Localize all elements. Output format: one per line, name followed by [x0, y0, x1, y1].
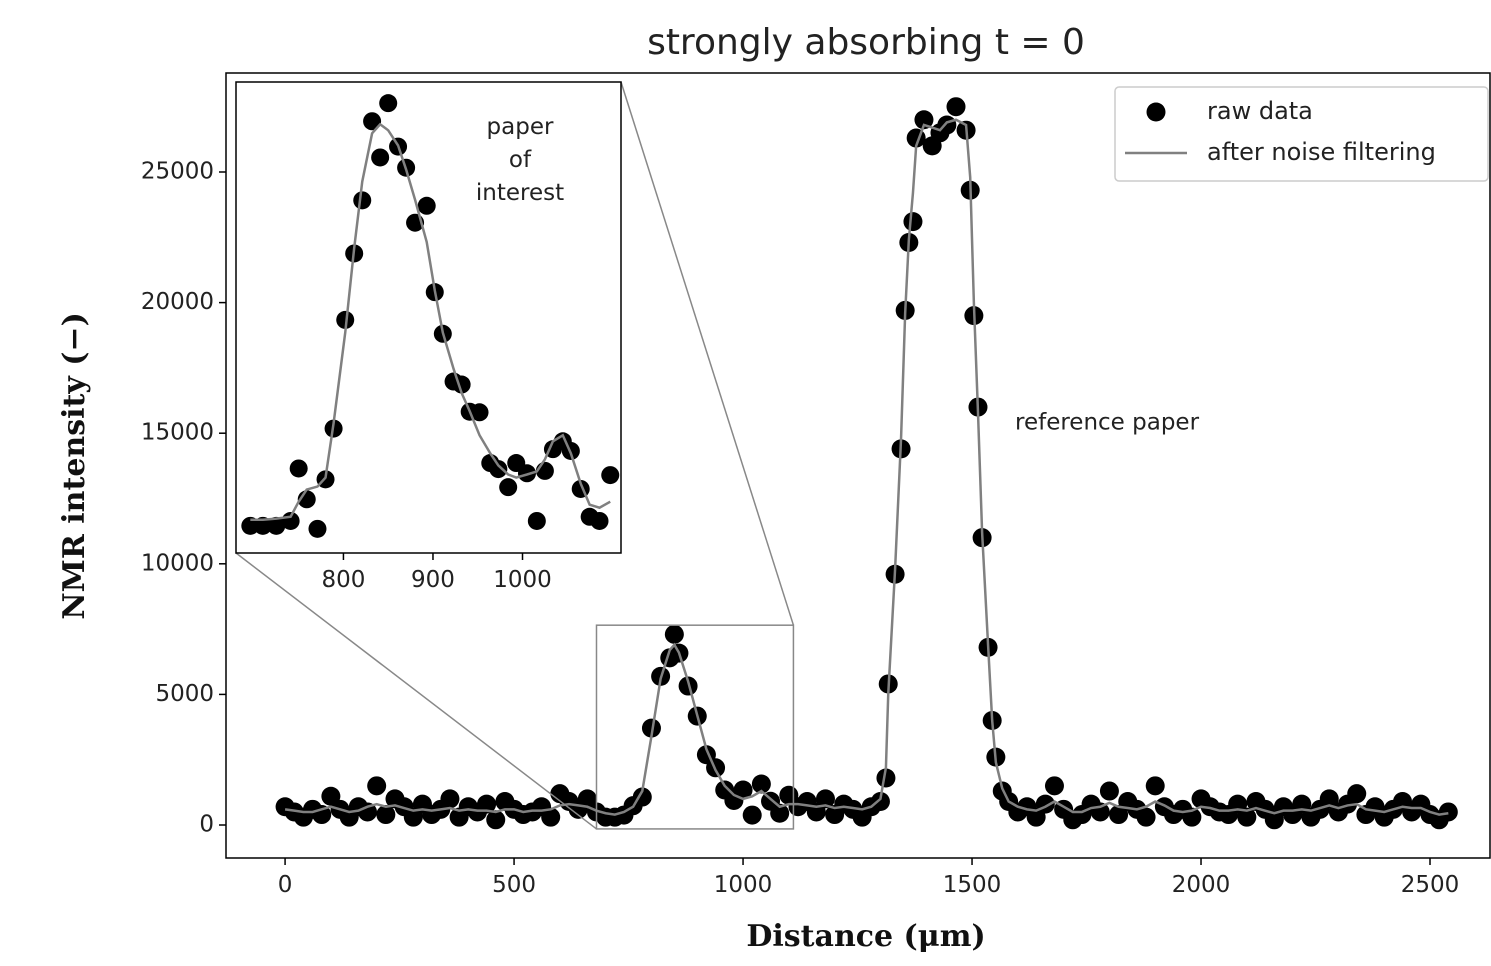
zoom-box [595, 624, 795, 830]
filtered-line [250, 122, 611, 522]
data-point [1145, 776, 1165, 796]
data-point [1237, 807, 1257, 827]
x-tick-label: 800 [321, 567, 365, 593]
x-axis-label: Distance (μm) [746, 919, 985, 954]
plot-frame [235, 81, 622, 554]
x-tick-label: 1000 [493, 567, 552, 593]
data-point [946, 97, 966, 117]
data-point [1090, 802, 1110, 822]
data-point [379, 94, 398, 113]
data-point [601, 466, 620, 485]
data-point [876, 768, 896, 788]
data-point [541, 807, 561, 827]
data-point [289, 459, 308, 478]
plot-background [236, 82, 621, 553]
data-point [742, 805, 762, 825]
data-point [353, 191, 372, 210]
data-point [1044, 776, 1064, 796]
data-point [267, 516, 286, 535]
legend-label: raw data [1207, 97, 1313, 125]
data-point [815, 789, 835, 809]
data-point [870, 792, 890, 812]
data-point [1347, 784, 1367, 804]
plot: 800 900 1000 [235, 81, 622, 593]
legend-box [1114, 86, 1489, 182]
data-point [241, 516, 260, 535]
zoom-connector [235, 552, 597, 830]
y-tick-label: 5000 [155, 681, 214, 707]
annotation-line: interest [476, 180, 564, 206]
annotation-line: paper [487, 114, 554, 140]
data-point [308, 519, 327, 538]
data-point [664, 624, 684, 644]
x-tick-label: 1000 [714, 872, 773, 898]
plot-body [241, 94, 620, 538]
y-tick-label: 20000 [141, 289, 214, 315]
plot-body [275, 97, 1458, 830]
inset-annotation: paper of interest [476, 114, 564, 206]
x-tick-label: 2000 [1172, 872, 1231, 898]
data-point [527, 511, 546, 530]
data-point [1438, 802, 1458, 822]
data-point [371, 148, 390, 167]
zoom-connector [620, 81, 795, 626]
y-tick-label: 10000 [141, 550, 214, 576]
legend-label: after noise filtering [1207, 138, 1436, 166]
data-point [358, 802, 378, 822]
x-tick-label: 500 [492, 872, 536, 898]
annotation-line: of [509, 147, 532, 173]
data-point [632, 787, 652, 807]
data-point [770, 803, 790, 823]
chart-title: strongly absorbing t = 0 [647, 22, 1085, 63]
data-point [253, 516, 272, 535]
y-tick-label: 0 [199, 812, 214, 838]
data-point [641, 718, 661, 738]
data-point [489, 460, 508, 479]
data-point [937, 115, 957, 135]
data-point [376, 805, 396, 825]
y-tick-label: 15000 [141, 420, 214, 446]
filtered-line [284, 118, 1449, 816]
data-point [367, 776, 387, 796]
x-tick-label: 2500 [1401, 872, 1460, 898]
data-point [499, 478, 518, 497]
x-tick-label: 0 [278, 872, 293, 898]
data-point [751, 774, 771, 794]
data-point [1099, 781, 1119, 801]
data-point [440, 789, 460, 809]
data-point [486, 810, 506, 830]
data-point [903, 212, 923, 232]
data-point [733, 780, 753, 800]
y-axis-label: NMR intensity (−) [57, 312, 92, 620]
data-point [1136, 807, 1156, 827]
legend-marker [1146, 102, 1166, 122]
x-tick-label: 900 [411, 567, 455, 593]
data-point [470, 403, 489, 422]
data-point [363, 112, 382, 131]
x-tick-label: 1500 [943, 872, 1002, 898]
data-point [590, 511, 609, 530]
data-point [914, 110, 934, 130]
data-point [336, 310, 355, 329]
plot-frame [225, 72, 1491, 859]
y-tick-label: 25000 [141, 158, 214, 184]
data-point [477, 794, 497, 814]
annotation: reference paper [1015, 410, 1200, 436]
data-point [417, 196, 436, 215]
